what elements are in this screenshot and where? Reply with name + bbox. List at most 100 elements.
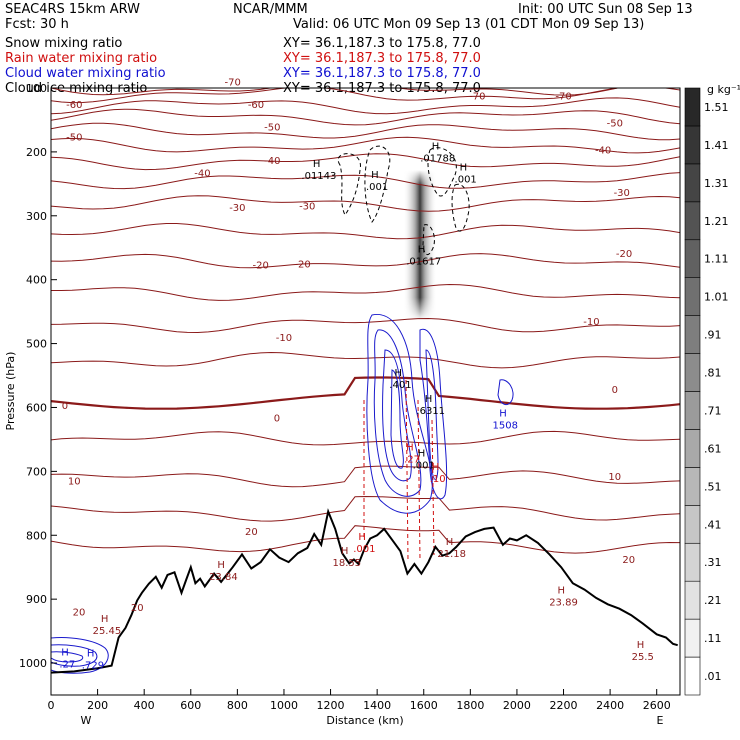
y-tick-label: 600 xyxy=(26,401,47,414)
y-tick-label: 1000 xyxy=(19,657,47,670)
colorbar-label: .51 xyxy=(704,480,722,493)
x-tick-label: 2400 xyxy=(596,699,624,712)
temperature-contour xyxy=(51,195,680,212)
valid-time: Valid: 06 UTC Mon 09 Sep 13 (01 CDT Mon … xyxy=(293,17,645,32)
temperature-label: -40 xyxy=(194,168,210,179)
axes: 0 200 400 600 800 1000 1200 1400 1600 1800 2000 220… xyxy=(19,82,671,712)
colorbar: .01 .11 .21 .31 .41 .51 .61 .71 .81 .91 1.01 1.11 1.… xyxy=(684,87,729,696)
rain-water-contours xyxy=(363,379,435,561)
colorbar-label: .01 xyxy=(704,670,722,683)
init-time: Init: 00 UTC Sun 08 Sep 13 xyxy=(518,2,693,17)
field-cloud-water-name: Cloud water mixing ratio xyxy=(5,66,166,81)
max-marker: H xyxy=(371,170,379,181)
forecast-hour: Fcst: 30 h xyxy=(5,17,69,32)
colorbar-label: .71 xyxy=(704,404,722,417)
temperature-contour xyxy=(51,88,680,104)
temperature-label: 10 xyxy=(608,472,621,483)
x-tick-label: 800 xyxy=(227,699,248,712)
plot-frame xyxy=(50,87,681,696)
y-tick-label: 300 xyxy=(26,210,47,223)
max-marker: H xyxy=(61,648,69,659)
temperature-label: -20 xyxy=(616,249,632,260)
y-tick-label: 900 xyxy=(26,593,47,606)
field-snow-xy: XY= 36.1,187.3 to 175.8, 77.0 xyxy=(283,36,481,51)
temperature-label: -40 xyxy=(595,145,611,156)
temperature-contour xyxy=(51,223,680,240)
temperature-contour xyxy=(51,153,680,171)
y-tick-label: 100 xyxy=(26,82,47,95)
temperature-label: 0 xyxy=(274,414,280,425)
x-tick-label: 1200 xyxy=(317,699,345,712)
max-value-label: .401 xyxy=(389,380,411,391)
y-tick-label: 800 xyxy=(26,529,47,542)
temperature-label: -10 xyxy=(583,317,599,328)
x-tick-label: 1400 xyxy=(363,699,391,712)
colorbar-unit: g kg⁻¹ xyxy=(707,83,740,96)
max-value-label: .001 xyxy=(413,460,435,471)
temperature-contour xyxy=(51,430,680,446)
colorbar-segment xyxy=(684,618,701,658)
max-value-label: .27 xyxy=(404,455,420,466)
x-axis-east-label: E xyxy=(657,714,664,727)
colorbar-label: 1.11 xyxy=(704,253,729,266)
x-tick-label: 600 xyxy=(180,699,201,712)
x-tick-label: 2600 xyxy=(643,699,671,712)
max-value-label: .01143 xyxy=(301,171,336,182)
colorbar-segment xyxy=(684,87,701,127)
colorbar-segment xyxy=(684,391,701,430)
max-marker: H xyxy=(558,586,566,597)
field-cloud-water-xy: XY= 36.1,187.3 to 175.8, 77.0 xyxy=(283,66,481,81)
max-value-label: 23.89 xyxy=(549,598,578,609)
model-title: SEAC4RS 15km ARW xyxy=(5,2,141,17)
field-max-labels: H.01143 H.001H.01788H.001H.01617H.401H.63… xyxy=(59,142,654,672)
x-tick-label: 200 xyxy=(87,699,108,712)
colorbar-label: .11 xyxy=(704,632,722,645)
max-marker: H xyxy=(432,462,440,473)
max-value-label: 23.84 xyxy=(209,572,238,583)
y-tick-label: 500 xyxy=(26,338,47,351)
max-value-label: 21.18 xyxy=(437,549,466,560)
max-value-label: .27 xyxy=(59,660,75,671)
colorbar-label: 1.31 xyxy=(704,177,729,190)
temperature-label: 10 xyxy=(68,476,81,487)
temperature-contour xyxy=(51,465,680,488)
y-tick-label: 400 xyxy=(26,274,47,287)
temperature-label: -60 xyxy=(66,100,82,111)
max-marker: H xyxy=(101,614,109,625)
temperature-label: -50 xyxy=(264,122,280,133)
temperature-contour xyxy=(51,283,680,301)
colorbar-segment xyxy=(684,429,701,468)
temperature-contour xyxy=(51,525,680,554)
colorbar-label: .41 xyxy=(704,518,722,531)
max-marker: H xyxy=(425,394,433,405)
max-marker: H xyxy=(499,409,507,420)
temperature-label: 0 xyxy=(62,401,68,412)
terrain-surface xyxy=(51,508,678,674)
temperature-contour xyxy=(51,136,680,154)
colorbar-label: 1.41 xyxy=(704,139,729,152)
max-value-label: 18.55 xyxy=(333,558,362,569)
colorbar-segment xyxy=(684,467,701,506)
colorbar-label: .91 xyxy=(704,329,722,342)
max-marker: H xyxy=(418,448,426,459)
colorbar-segment xyxy=(684,277,701,316)
max-marker: H xyxy=(87,648,95,659)
max-marker: H xyxy=(460,163,468,174)
max-value-label: 1508 xyxy=(493,421,518,432)
colorbar-segment xyxy=(684,353,701,392)
max-value-label: .001 xyxy=(353,544,375,555)
x-axis-label: Distance (km) xyxy=(326,714,403,727)
x-tick-label: 1600 xyxy=(410,699,438,712)
colorbar-segment xyxy=(684,505,701,544)
max-value-label: .01788 xyxy=(420,154,455,165)
x-tick-label: 1000 xyxy=(270,699,298,712)
x-tick-label: 400 xyxy=(134,699,155,712)
temperature-label: 20 xyxy=(622,555,635,566)
x-tick-label: 2000 xyxy=(503,699,531,712)
colorbar-label: .61 xyxy=(704,442,722,455)
temperature-contour xyxy=(51,253,680,269)
colorbar-label: 1.51 xyxy=(704,101,729,114)
temperature-contour xyxy=(51,376,680,410)
temperature-label: -20 xyxy=(294,260,310,271)
field-rain-name: Rain water mixing ratio xyxy=(5,51,158,66)
